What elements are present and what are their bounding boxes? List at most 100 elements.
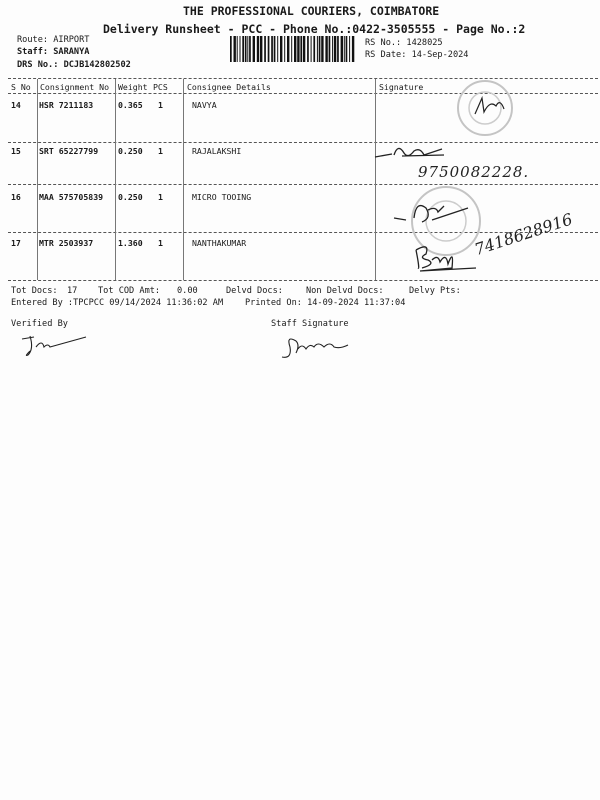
barcode-bar: [313, 36, 316, 62]
row-consignee: NAVYA: [192, 100, 217, 110]
barcode-bar: [297, 36, 300, 62]
divider: [115, 79, 116, 280]
signature-icon: [393, 204, 469, 223]
barcode-bar: [351, 36, 355, 62]
barcode-bar: [277, 36, 279, 62]
barcode-bar: [325, 36, 328, 62]
barcode-bar: [337, 36, 339, 62]
divider: [8, 78, 598, 79]
divider: [8, 142, 598, 143]
company-title: THE PROFESSIONAL COURIERS, COIMBATORE: [183, 4, 440, 18]
row-consignee: RAJALAKSHI: [192, 146, 242, 156]
divider: [183, 79, 184, 280]
stamp-icon: [457, 80, 513, 136]
barcode-bar: [349, 36, 351, 62]
barcode-bar: [316, 36, 318, 62]
barcode-bar: [264, 36, 266, 62]
barcode-bar: [310, 36, 312, 62]
rs-number: RS No.: 1428025: [365, 38, 443, 48]
barcode-bar: [284, 36, 286, 62]
divider: [375, 79, 376, 280]
barcode-bar: [256, 36, 260, 62]
non-delvd-docs-label: Non Delvd Docs:: [306, 286, 384, 296]
barcode-bar: [273, 36, 276, 62]
tot-cod-label: Tot COD Amt:: [98, 286, 161, 296]
row-weight: 0.250: [118, 192, 143, 202]
verified-by-label: Verified By: [11, 319, 68, 329]
verified-signature-icon: [21, 335, 87, 357]
barcode-bar: [239, 36, 241, 62]
barcode-bar: [249, 36, 251, 62]
barcode-bar: [291, 36, 293, 62]
barcode-bar: [260, 36, 263, 62]
barcode-bar: [340, 36, 343, 62]
col-header-sno: S No: [11, 82, 31, 92]
signature-icon: [415, 246, 477, 272]
delvy-pts-label: Delvy Pts:: [409, 286, 461, 296]
row-consignee: NANTHAKUMAR: [192, 238, 247, 248]
barcode-bar: [244, 36, 247, 62]
col-header-pcs: PCS: [153, 82, 168, 92]
tot-docs-label: Tot Docs:: [11, 286, 58, 296]
signature-icon: [474, 95, 505, 115]
staff-signature-icon: [281, 338, 349, 358]
drs-number: DRS No.: DCJB142802502: [17, 60, 131, 70]
row-sno: 15: [11, 146, 21, 156]
entered-by: Entered By :TPCPCC 09/14/2024 11:36:02 A…: [11, 298, 224, 308]
barcode-bar: [321, 36, 324, 62]
row-consignment: MAA 575705839: [39, 192, 104, 202]
barcode-bar: [247, 36, 249, 62]
barcode-bar: [294, 36, 297, 62]
row-pcs: 1: [158, 146, 163, 156]
col-header-consignee: Consignee Details: [187, 82, 271, 92]
stamp-icon: [411, 186, 481, 256]
tot-cod-value: 0.00: [177, 286, 198, 296]
staff: Staff: SARANYA: [17, 47, 90, 57]
printed-on: Printed On: 14-09-2024 11:37:04: [245, 298, 406, 308]
barcode-bar: [318, 36, 321, 62]
barcode-bar: [333, 36, 337, 62]
row-sno: 14: [11, 100, 21, 110]
barcode-bar: [345, 36, 348, 62]
row-pcs: 1: [158, 238, 163, 248]
row-weight: 1.360: [118, 238, 143, 248]
barcode-bar: [280, 36, 283, 62]
divider: [8, 232, 598, 233]
barcode-bar: [332, 36, 334, 62]
row-consignee: MICRO TOOING: [192, 192, 252, 202]
barcode-bar: [271, 36, 273, 62]
handwritten-phone: 9750082228.: [418, 163, 530, 181]
barcode-bar: [236, 36, 238, 62]
row-weight: 0.250: [118, 146, 143, 156]
divider: [8, 93, 598, 94]
barcode-bar: [287, 36, 290, 62]
runsheet-subtitle: Delivery Runsheet - PCC - Phone No.:0422…: [103, 22, 526, 36]
barcode-bar: [343, 36, 345, 62]
divider: [8, 280, 598, 281]
route: Route: AIRPORT: [17, 35, 90, 45]
tot-docs-value: 17: [67, 286, 78, 296]
row-pcs: 1: [158, 192, 163, 202]
barcode-bar: [300, 36, 303, 62]
staff-signature-label: Staff Signature: [271, 319, 349, 329]
divider: [8, 184, 598, 185]
barcode-bar: [302, 36, 306, 62]
row-sno: 17: [11, 238, 21, 248]
col-header-weight: Weight: [118, 82, 148, 92]
barcode: [230, 36, 355, 62]
barcode-bar: [328, 36, 331, 62]
barcode-bar: [230, 36, 232, 62]
barcode-bar: [267, 36, 270, 62]
handwritten-phone: 7418628916: [472, 209, 575, 259]
row-sno: 16: [11, 192, 21, 202]
signature-icon: [374, 147, 445, 158]
col-header-signature: Signature: [379, 82, 424, 92]
row-pcs: 1: [158, 100, 163, 110]
divider: [37, 79, 38, 280]
barcode-bar: [233, 36, 236, 62]
rs-date: RS Date: 14-Sep-2024: [365, 50, 469, 60]
barcode-bar: [252, 36, 255, 62]
row-weight: 0.365: [118, 100, 143, 110]
col-header-consignment: Consignment No: [40, 82, 110, 92]
